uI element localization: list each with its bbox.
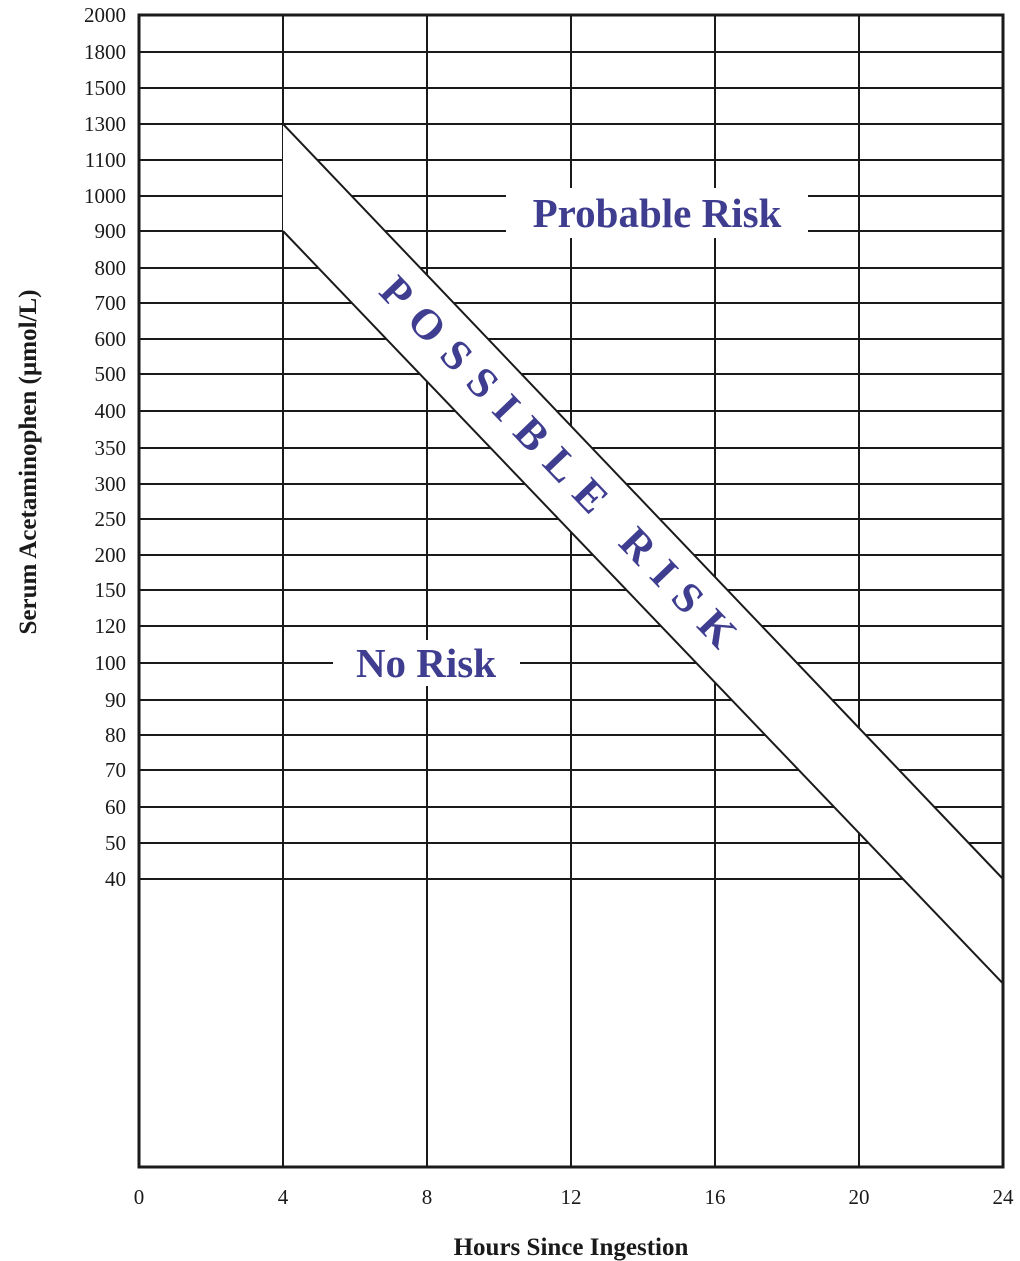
probable-risk-line <box>282 123 1004 880</box>
y-tick-label: 120 <box>95 614 127 638</box>
treatment-line <box>282 230 1004 985</box>
x-tick-label: 24 <box>993 1185 1015 1209</box>
x-tick-label: 12 <box>561 1185 582 1209</box>
y-tick-label: 1800 <box>84 40 126 64</box>
y-tick-label: 150 <box>95 578 127 602</box>
x-tick-label: 8 <box>422 1185 433 1209</box>
y-tick-label: 200 <box>95 543 127 567</box>
y-tick-label: 40 <box>105 867 126 891</box>
y-tick-label: 600 <box>95 327 127 351</box>
y-tick-label: 1300 <box>84 112 126 136</box>
x-tick-labels: 0 4 8 12 16 20 24 <box>134 1185 1014 1209</box>
x-tick-label: 20 <box>849 1185 870 1209</box>
x-tick-label: 4 <box>278 1185 289 1209</box>
y-tick-label: 1100 <box>85 148 126 172</box>
y-tick-label: 250 <box>95 507 127 531</box>
y-tick-label: 100 <box>95 651 127 675</box>
y-tick-label: 80 <box>105 723 126 747</box>
probable-risk-label: Probable Risk <box>533 190 782 236</box>
y-tick-label: 1000 <box>84 184 126 208</box>
y-tick-label: 70 <box>105 758 126 782</box>
probable-risk-label-bg <box>506 188 808 238</box>
y-tick-label: 50 <box>105 831 126 855</box>
y-tick-label: 1500 <box>84 76 126 100</box>
y-tick-label: 800 <box>95 256 127 280</box>
no-risk-label-bg <box>333 640 520 686</box>
y-tick-label: 350 <box>95 436 127 460</box>
plot-frame <box>137 13 1005 1169</box>
grid <box>139 15 1003 1167</box>
y-tick-label: 300 <box>95 472 127 496</box>
no-risk-label: No Risk <box>356 640 496 686</box>
y-tick-label: 2000 <box>84 3 126 27</box>
y-tick-label: 400 <box>95 399 127 423</box>
x-tick-label: 16 <box>705 1185 726 1209</box>
y-tick-label: 900 <box>95 219 127 243</box>
possible-risk-band <box>282 123 1004 985</box>
y-tick-labels: 2000 1800 1500 1300 1100 1000 900 800 700 600 500 4… <box>84 3 126 891</box>
y-tick-label: 700 <box>95 291 127 315</box>
y-tick-label: 90 <box>105 688 126 712</box>
possible-risk-area <box>283 124 1003 984</box>
x-tick-label: 0 <box>134 1185 145 1209</box>
x-axis-title: Hours Since Ingestion <box>454 1234 689 1261</box>
y-tick-label: 60 <box>105 795 126 819</box>
y-axis-title: Serum Acetaminophen (µmol/L) <box>15 290 42 635</box>
y-tick-label: 500 <box>95 362 127 386</box>
